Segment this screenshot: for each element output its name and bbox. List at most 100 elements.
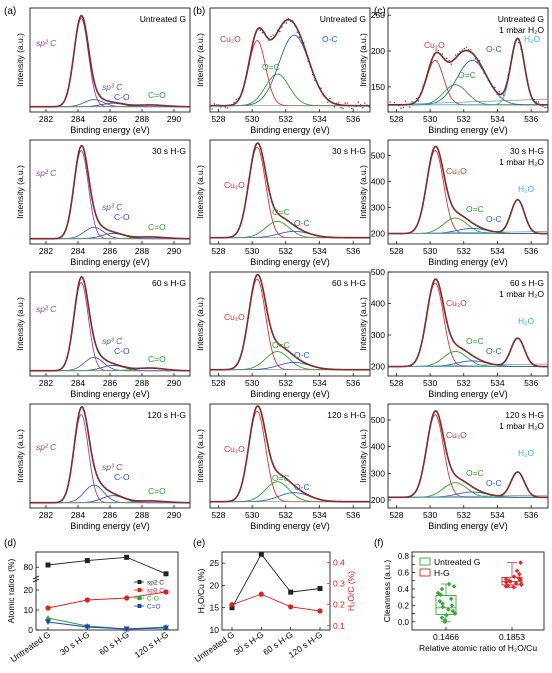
data-trace [210,142,370,239]
x-tick-label: 532 [457,510,471,520]
label-sp2-c: sp² C [36,442,57,452]
raw-point [437,49,439,52]
raw-point [290,20,292,23]
plot-frame [209,271,371,377]
label-h2o: H₂O [524,34,540,44]
x-tick-label: 530 [423,246,437,256]
raw-point [420,92,422,94]
data-trace [210,18,370,107]
peak-cu2o [210,410,370,503]
raw-point [261,32,264,34]
raw-point [327,101,329,104]
y-tick-label: 0.0 [398,618,410,627]
y-tick-label-right: 0.1 [333,621,345,631]
xps-panel-a-1: 282 284 286 288 290 Binding energy (eV) Intens… [15,7,191,135]
peak-oc2 [210,73,370,107]
x-tick-label: 528 [211,378,225,388]
x-tick-label: 536 [346,510,360,520]
raw-point [472,53,474,55]
x-tick-label: 534 [490,114,504,124]
raw-point [242,90,244,93]
data-trace [30,14,190,108]
raw-point [359,104,362,106]
raw-point [215,104,218,106]
legend-label: C=O [147,604,161,611]
xps-panel-b-1: 528 530 532 534 536 Binding energy (eV) Intens… [195,7,371,135]
x-tick-label: 528 [389,114,403,124]
fit-envelope [388,146,548,235]
y-axis-label: Intensity (a.u.) [358,165,368,219]
x-tick-label: 530 [423,510,437,520]
raw-point [324,96,327,99]
label-sp3-c: sp³ C [102,336,123,346]
raw-point [270,35,272,38]
raw-point [417,100,420,102]
x-tick-label: 532 [279,510,293,520]
raw-point [307,60,309,62]
data-point-h2o-c [317,608,323,614]
legend-marker [137,580,142,584]
fit-envelope [210,405,370,503]
x-tick-label: 532 [457,246,471,256]
label-sp2-c: sp² C [36,168,57,178]
plot-frame [209,7,371,113]
legend-marker [137,604,142,608]
data-point [503,576,509,582]
y-tick-label-right: 0.3 [333,579,345,589]
y-tick-label: 400 [371,442,385,452]
y-tick-label: 300 [371,330,385,340]
raw-point [396,103,398,106]
raw-point [213,103,216,105]
raw-point [450,63,452,65]
x-tick-label: 536 [524,378,538,388]
raw-point [402,106,404,108]
x-tick-label: 528 [389,510,403,520]
raw-point [231,103,233,106]
x-tick-label: 532 [279,246,293,256]
raw-point [287,18,290,20]
x-tick-label: 0.1466 [433,632,459,642]
xps-panel-b-2: 528 530 532 534 536 Binding energy (eV) Intens… [195,139,371,267]
y-axis-label-left: H₂O/Cu (%) [196,568,206,613]
data-point [446,607,451,612]
label-cu2o: Cu₂O [424,40,445,50]
raw-point [348,105,351,107]
x-tick-label: 290 [167,510,181,520]
peak-sp2 [30,18,190,108]
label-c-dbl-o: C=O [148,486,166,496]
raw-point [446,57,448,59]
x-tick-label: 528 [389,246,403,256]
raw-point [404,100,407,102]
label-o-c: O-C [294,350,310,360]
raw-point [320,87,322,89]
label-o-dbl-c: O=C [272,340,290,350]
xps-panel-a-4: 282 284 286 288 290 Binding energy (eV) Intens… [15,403,191,531]
fit-envelope [388,278,548,367]
xps-panel-c-3: 528 530 532 534 536 Binding energy (eV) Intens… [358,267,549,399]
raw-point [228,104,231,107]
raw-point [276,29,279,31]
label-cu2o: Cu₂O [220,34,241,44]
raw-point [474,58,476,60]
x-tick-label: 534 [312,246,326,256]
raw-point [224,106,226,108]
raw-point [311,73,314,76]
raw-point [398,104,400,107]
baseline [387,98,549,106]
raw-point [209,105,211,108]
raw-point [338,102,340,104]
fit-envelope [388,410,548,498]
raw-point [516,39,518,41]
data-point-c-dbl-o [45,619,51,625]
raw-point [537,101,540,103]
raw-point [322,95,325,97]
raw-point [468,48,470,51]
raw-point [406,104,409,106]
label-c-o: C-O [114,92,130,102]
raw-point [274,34,277,36]
raw-point [309,66,312,68]
raw-point [211,108,213,110]
raw-point [478,59,481,62]
xps-panel-b-4: 528 530 532 534 536 Binding energy (eV) Intens… [195,403,371,531]
raw-point [518,41,520,44]
